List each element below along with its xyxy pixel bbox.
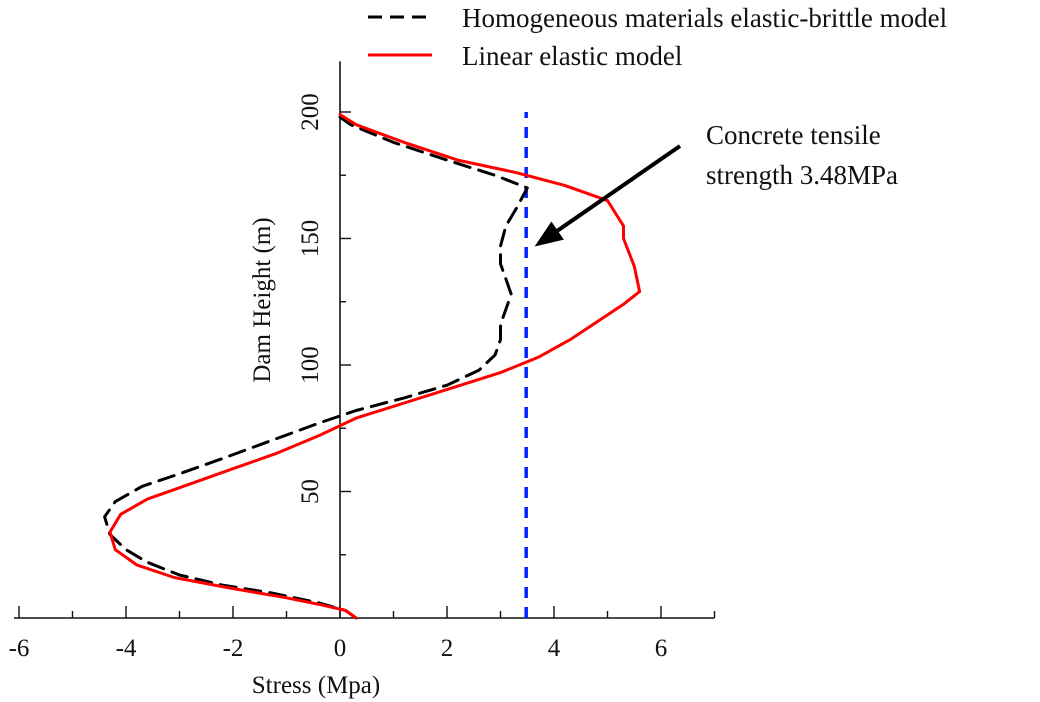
y-tick-label: 150 (297, 220, 324, 258)
x-tick-label: 4 (548, 635, 561, 662)
annotation-arrowhead (534, 221, 564, 247)
x-tick-label: 6 (655, 635, 668, 662)
x-tick-label: 0 (334, 635, 347, 662)
annotation-text-line-2: strength 3.48MPa (706, 160, 898, 190)
legend: Homogeneous materials elastic-brittle mo… (368, 3, 947, 71)
x-axis-title: Stress (Mpa) (252, 672, 380, 699)
series-line-elastic-brittle (103, 115, 529, 620)
y-tick-label: 100 (297, 346, 324, 384)
annotation-arrow (556, 144, 682, 233)
y-axis-ticks: 50 100 150 200 (297, 93, 351, 556)
x-tick-label: -2 (223, 635, 244, 662)
annotation-text-line-1: Concrete tensile (706, 120, 881, 150)
y-axis-title: Dam Height (m) (249, 217, 276, 382)
y-tick-label: 200 (297, 93, 324, 131)
legend-label-linear-elastic: Linear elastic model (462, 41, 682, 71)
axes: -6 -4 -2 0 2 4 6 50 100 150 200 (9, 61, 716, 662)
y-tick-label: 50 (297, 479, 324, 504)
x-tick-label: -6 (9, 635, 30, 662)
x-tick-label: -4 (116, 635, 137, 662)
x-tick-label: 2 (441, 635, 454, 662)
tensile-strength-annotation: Concrete tensile strength 3.48MPa (534, 120, 898, 247)
series-line-linear-elastic (108, 113, 642, 620)
plot-area (103, 112, 642, 620)
x-axis-ticks: -6 -4 -2 0 2 4 6 (9, 606, 716, 662)
legend-label-elastic-brittle: Homogeneous materials elastic-brittle mo… (462, 3, 947, 33)
